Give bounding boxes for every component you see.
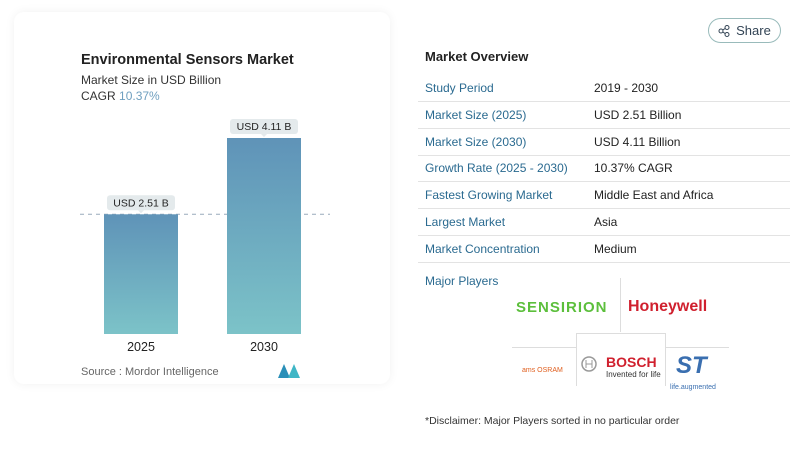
row-label: Largest Market bbox=[425, 215, 506, 229]
st-tagline: life.augmented bbox=[670, 384, 716, 391]
cagr: CAGR 10.37% bbox=[81, 89, 160, 103]
player-bosch: BOSCH bbox=[606, 354, 657, 370]
row-value: 10.37% CAGR bbox=[594, 161, 673, 176]
overview-row: Market Size (2030) USD 4.11 Billion bbox=[418, 128, 790, 156]
chart-subtitle: Market Size in USD Billion bbox=[81, 73, 222, 87]
data-label-pointer bbox=[261, 134, 267, 137]
share-label: Share bbox=[736, 23, 771, 38]
row-label: Fastest Growing Market bbox=[425, 188, 553, 203]
bar-2025 bbox=[104, 214, 178, 334]
row-value: Medium bbox=[594, 241, 637, 256]
chart-title: Environmental Sensors Market bbox=[81, 52, 294, 68]
row-label: Market Concentration bbox=[425, 241, 540, 256]
bar-2030 bbox=[227, 138, 301, 334]
major-players-title: Major Players bbox=[425, 274, 499, 288]
bar-chart: USD 2.51 B 2025 USD 4.11 B 2030 bbox=[80, 119, 330, 354]
player-sensirion: SENSIRION bbox=[516, 299, 608, 316]
overview-title: Market Overview bbox=[425, 49, 529, 64]
data-label-pointer bbox=[138, 210, 144, 214]
mordor-logo-icon bbox=[278, 364, 300, 378]
overview-row: Market Concentration Medium bbox=[418, 235, 790, 263]
source: Source : Mordor Intelligence bbox=[81, 366, 219, 378]
disclaimer: *Disclaimer: Major Players sorted in no … bbox=[425, 415, 680, 427]
row-value: USD 4.11 Billion bbox=[594, 134, 681, 149]
cagr-value: 10.37% bbox=[119, 89, 160, 103]
player-honeywell: Honeywell bbox=[628, 298, 708, 315]
row-value: USD 2.51 Billion bbox=[594, 107, 682, 122]
chart-card bbox=[14, 12, 390, 384]
x-tick-label: 2025 bbox=[127, 340, 155, 354]
row-label: Market Size (2025) bbox=[425, 107, 527, 122]
overview-row: Largest Market Asia bbox=[418, 208, 790, 236]
row-value: Asia bbox=[594, 215, 618, 229]
data-label-bg bbox=[107, 195, 175, 211]
player-ams-osram: ams OSRAM bbox=[522, 367, 563, 374]
overview-row: Fastest Growing Market Middle East and Af… bbox=[418, 181, 790, 210]
row-value: 2019 - 2030 bbox=[594, 81, 659, 95]
player-st: ST bbox=[676, 352, 707, 379]
x-tick-label: 2030 bbox=[250, 340, 278, 354]
data-label-bg bbox=[230, 119, 298, 134]
share-button[interactable]: Share bbox=[708, 18, 781, 43]
data-label: USD 4.11 B bbox=[237, 121, 292, 133]
row-label: Growth Rate (2025 - 2030) bbox=[425, 161, 568, 176]
bosch-tagline: Invented for life bbox=[606, 370, 661, 379]
bosch-logo-icon bbox=[581, 356, 597, 372]
overview-row: Study Period 2019 - 2030 bbox=[418, 74, 790, 102]
cagr-label: CAGR bbox=[81, 89, 116, 103]
share-icon bbox=[718, 24, 730, 37]
row-label: Study Period bbox=[425, 81, 494, 95]
overview-row: Growth Rate (2025 - 2030) 10.37% CAGR bbox=[418, 154, 790, 183]
row-value: Middle East and Africa bbox=[594, 188, 714, 203]
row-label: Market Size (2030) bbox=[425, 134, 527, 149]
overview-row: Market Size (2025) USD 2.51 Billion bbox=[418, 101, 790, 129]
data-label: USD 2.51 B bbox=[113, 197, 168, 209]
